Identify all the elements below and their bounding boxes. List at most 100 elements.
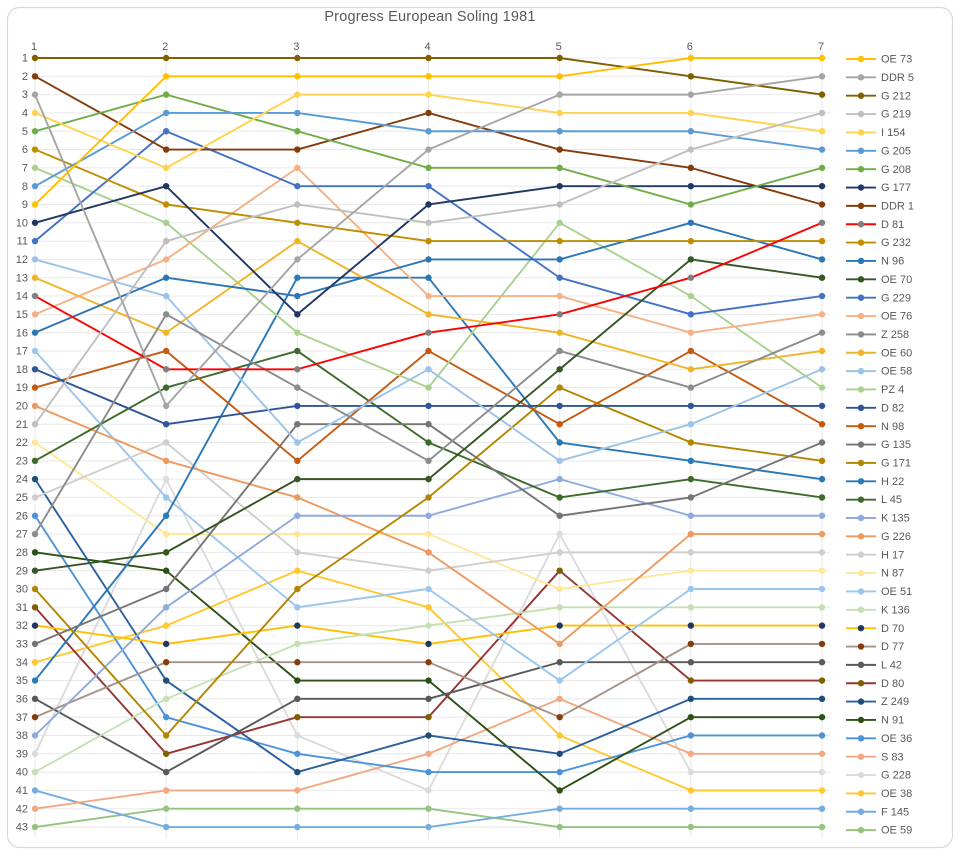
series-marker[interactable] [31,347,39,355]
legend-item[interactable]: OE 76 [846,311,912,323]
series-marker[interactable] [294,347,301,355]
series-marker[interactable] [425,823,432,831]
series-marker[interactable] [162,805,170,812]
series-marker[interactable] [162,366,170,373]
series-marker[interactable] [556,823,563,831]
series-marker[interactable] [31,402,39,410]
series-marker[interactable] [556,274,563,281]
legend-item[interactable]: G 228 [846,770,911,782]
series-marker[interactable] [162,494,170,501]
series-marker[interactable] [162,146,170,153]
series-marker[interactable] [818,274,826,281]
series-marker[interactable] [556,750,563,757]
series-marker[interactable] [687,73,695,80]
series-marker[interactable] [687,164,695,172]
series-marker[interactable] [556,421,563,428]
series-marker[interactable] [425,567,432,574]
series-marker[interactable] [31,256,39,263]
series-marker[interactable] [162,128,170,135]
series-marker[interactable] [425,311,432,318]
series-marker[interactable] [294,823,301,831]
series-marker[interactable] [818,384,826,391]
series-marker[interactable] [556,640,563,648]
series-marker[interactable] [425,585,432,593]
series-marker[interactable] [687,292,695,300]
series-marker[interactable] [425,732,432,739]
series-marker[interactable] [162,329,170,336]
series-marker[interactable] [818,91,826,98]
series-marker[interactable] [31,292,39,300]
series-marker[interactable] [31,604,39,611]
series-marker[interactable] [818,347,826,355]
series-marker[interactable] [31,182,39,190]
series-marker[interactable] [294,494,301,501]
series-marker[interactable] [687,530,695,538]
series-marker[interactable] [818,256,826,263]
series-marker[interactable] [687,237,695,245]
legend-item[interactable]: OE 58 [846,366,912,378]
series-marker[interactable] [425,549,432,556]
series-marker[interactable] [162,768,170,776]
legend-item[interactable]: D 77 [846,641,904,653]
series-marker[interactable] [425,659,432,666]
legend-item[interactable]: N 98 [846,421,904,433]
series-marker[interactable] [162,439,170,446]
series-marker[interactable] [31,622,39,629]
legend-item[interactable]: OE 38 [846,788,912,800]
series-marker[interactable] [556,329,563,336]
series-marker[interactable] [687,457,695,465]
series-marker[interactable] [162,530,170,538]
series-marker[interactable] [162,585,170,593]
series-marker[interactable] [556,585,563,593]
series-marker[interactable] [687,585,695,593]
legend-item[interactable]: D 81 [846,219,904,231]
series-marker[interactable] [294,475,301,483]
series-marker[interactable] [294,329,301,336]
series-marker[interactable] [294,695,301,703]
legend-item[interactable]: F 145 [846,806,909,818]
series-marker[interactable] [31,530,39,538]
series-marker[interactable] [818,805,826,812]
legend-item[interactable]: OE 73 [846,54,912,66]
series-marker[interactable] [425,292,432,300]
series-marker[interactable] [31,164,39,172]
series-marker[interactable] [687,677,695,684]
series-marker[interactable] [425,677,432,684]
series-marker[interactable] [687,512,695,519]
series-marker[interactable] [425,384,432,391]
series-marker[interactable] [294,585,301,593]
legend-item[interactable]: G 219 [846,109,911,121]
series-marker[interactable] [556,384,563,391]
series-marker[interactable] [294,219,301,226]
legend-item[interactable]: K 135 [846,513,910,525]
series-marker[interactable] [31,750,39,757]
series-marker[interactable] [556,73,563,80]
series-marker[interactable] [556,366,563,373]
series-marker[interactable] [162,457,170,465]
series-marker[interactable] [162,750,170,757]
series-marker[interactable] [162,54,170,62]
series-marker[interactable] [425,604,432,611]
series-marker[interactable] [556,787,563,794]
series-marker[interactable] [294,109,301,117]
series-marker[interactable] [556,347,563,355]
legend-item[interactable]: G 212 [846,90,911,102]
series-marker[interactable] [162,164,170,172]
series-marker[interactable] [818,512,826,519]
series-marker[interactable] [31,823,39,831]
series-marker[interactable] [294,512,301,519]
series-marker[interactable] [31,421,39,428]
series-marker[interactable] [31,732,39,739]
series-marker[interactable] [556,292,563,300]
series-marker[interactable] [162,219,170,226]
series-marker[interactable] [818,494,826,501]
series-marker[interactable] [162,182,170,190]
series-marker[interactable] [818,219,826,226]
series-marker[interactable] [294,604,301,611]
series-marker[interactable] [687,659,695,666]
series-marker[interactable] [294,805,301,812]
series-marker[interactable] [687,256,695,263]
series-marker[interactable] [687,787,695,794]
series-marker[interactable] [31,640,39,648]
series-marker[interactable] [556,622,563,629]
